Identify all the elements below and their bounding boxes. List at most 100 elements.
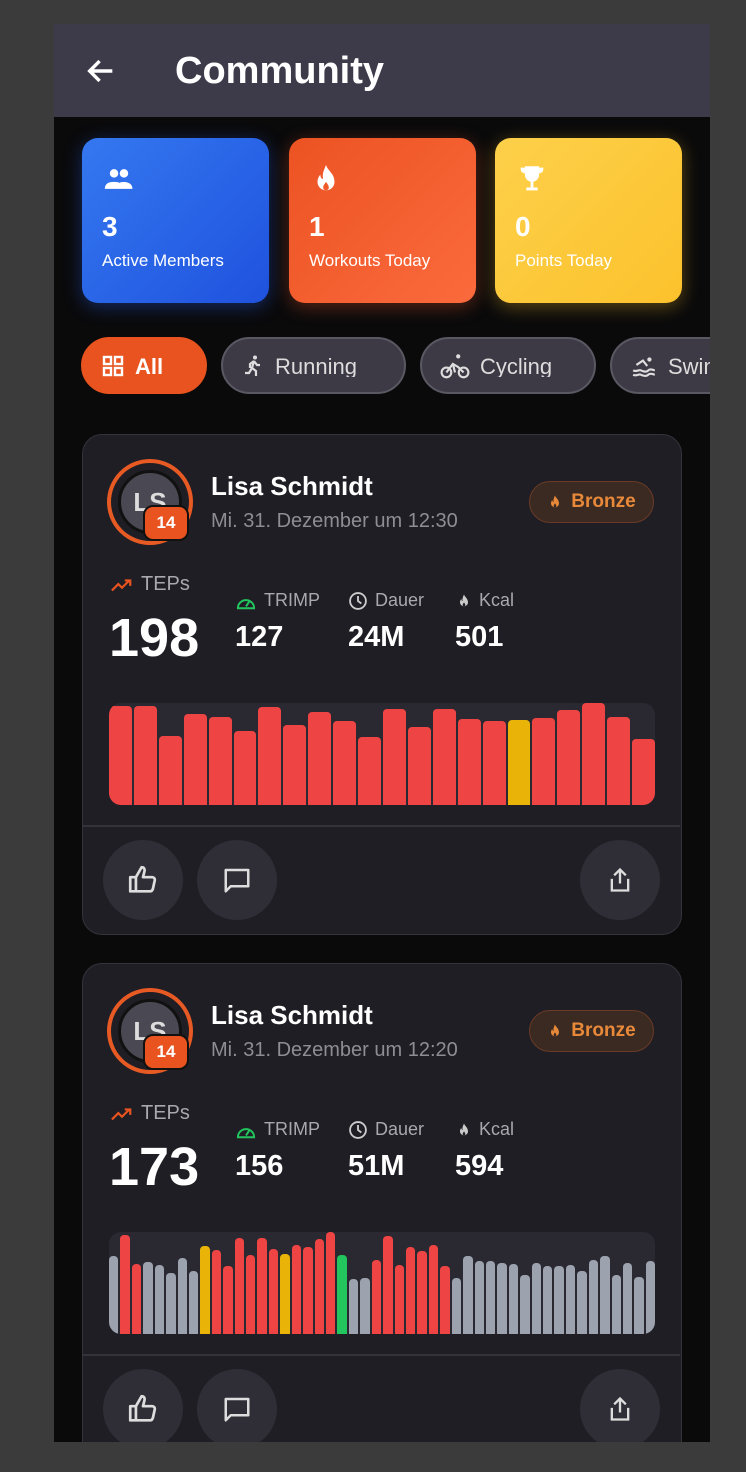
share-icon [610, 1396, 630, 1421]
teps-label: TEPs [111, 1102, 190, 1125]
chart-bar [109, 706, 132, 805]
like-button[interactable] [103, 1369, 183, 1442]
trending-up-icon [111, 1107, 132, 1120]
share-icon [610, 867, 630, 892]
arrow-left-icon [87, 59, 113, 83]
kcal-label: Kcal [456, 590, 514, 611]
chart-bar [268, 1249, 279, 1334]
chart-bar [577, 1270, 587, 1334]
chart-bar [291, 1245, 302, 1334]
chart-bar [258, 707, 282, 805]
chart-bar [233, 730, 257, 805]
heart-rate-zone-chart [109, 1232, 655, 1334]
kcal-value: 501 [455, 621, 504, 653]
avatar[interactable]: LS 14 [107, 988, 193, 1074]
activity-card: LS 14 Lisa Schmidt Mi. 31. Dezember um 1… [82, 963, 682, 1442]
stat-card-points-today: 0 Points Today [495, 138, 682, 303]
tier-label: Bronze [571, 491, 636, 512]
stat-label: Workouts Today [309, 251, 431, 270]
chart-bar [200, 1246, 210, 1334]
chart-bar [333, 721, 357, 805]
chart-bar [440, 1265, 450, 1334]
chart-bar [360, 1277, 370, 1334]
speedometer-icon [236, 1127, 256, 1138]
post-date: Mi. 31. Dezember um 12:20 [211, 1039, 458, 1061]
trimp-label-text: TRIMP [264, 590, 320, 610]
activity-card: LS 14 Lisa Schmidt Mi. 31. Dezember um 1… [82, 434, 682, 935]
cyclist-icon [440, 353, 470, 378]
header: Community [54, 24, 710, 117]
chip-label: Swimming [668, 354, 710, 377]
runner-icon [245, 355, 260, 376]
chart-bar [246, 1255, 256, 1334]
teps-value: 198 [109, 608, 200, 668]
user-name[interactable]: Lisa Schmidt [211, 1000, 373, 1030]
level-badge: 14 [143, 505, 189, 541]
chart-bar [131, 1263, 142, 1334]
comment-icon [224, 1397, 250, 1422]
stat-label: Points Today [515, 251, 613, 270]
stat-value: 3 [102, 211, 118, 242]
chart-bar [208, 717, 232, 805]
clock-icon [349, 591, 367, 610]
chart-bar [348, 1278, 359, 1334]
stat-card-active-members: 3 Active Members [82, 138, 269, 303]
chip-label: Cycling [480, 354, 553, 377]
chart-bar [417, 1251, 427, 1334]
chart-bar [143, 1261, 153, 1334]
duration-value: 51M [348, 1150, 405, 1182]
trimp-value: 127 [235, 621, 284, 653]
stat-value: 1 [309, 211, 325, 242]
thumbs-up-icon [128, 1394, 157, 1422]
chart-bar [457, 719, 481, 805]
chart-bar [183, 714, 207, 805]
filter-chip-swimming[interactable]: Swimming [610, 337, 710, 394]
chart-bar [531, 1262, 542, 1334]
teps-value: 173 [109, 1137, 200, 1197]
like-button[interactable] [103, 840, 183, 920]
chart-bar [428, 1245, 439, 1334]
stat-card-workouts-today: 1 Workouts Today [289, 138, 476, 303]
chart-bar [607, 717, 631, 805]
comment-button[interactable] [197, 840, 277, 920]
chart-bar [120, 1235, 130, 1334]
swimmer-icon [632, 356, 656, 377]
filter-chip-all[interactable]: All [81, 337, 207, 394]
chart-bar [507, 720, 531, 805]
chart-bar [600, 1256, 610, 1334]
trending-up-icon [111, 578, 132, 591]
chart-bar [451, 1277, 462, 1334]
chart-bar [383, 1236, 393, 1334]
chart-bar [532, 718, 556, 805]
chart-bar [485, 1260, 496, 1334]
user-name[interactable]: Lisa Schmidt [211, 471, 373, 501]
filter-chip-cycling[interactable]: Cycling [420, 337, 596, 394]
tier-badge: Bronze [529, 481, 654, 523]
chart-bar [211, 1250, 222, 1334]
clock-icon [349, 1120, 367, 1139]
chart-bar [407, 727, 431, 805]
trimp-value: 156 [235, 1150, 284, 1182]
app-screen: Community 3 Active Members 1 Workouts To… [54, 24, 710, 1442]
back-button[interactable] [84, 54, 118, 88]
teps-label-text: TEPs [141, 573, 190, 595]
comment-button[interactable] [197, 1369, 277, 1442]
fire-icon [460, 1122, 468, 1135]
chart-bar [394, 1264, 404, 1334]
trimp-label: TRIMP [235, 590, 320, 611]
duration-label-text: Dauer [375, 1119, 425, 1139]
share-button[interactable] [580, 1369, 660, 1442]
avatar[interactable]: LS 14 [107, 459, 193, 545]
group-icon [104, 169, 133, 189]
kcal-label-text: Kcal [479, 1119, 515, 1139]
trimp-label-text: TRIMP [264, 1119, 320, 1139]
chart-bar [554, 1265, 564, 1334]
chart-bar [634, 1276, 644, 1334]
divider [83, 825, 680, 827]
chart-bar [257, 1238, 267, 1334]
fire-icon [460, 593, 468, 606]
filter-chip-running[interactable]: Running [221, 337, 406, 394]
chart-bar [632, 738, 655, 805]
share-button[interactable] [580, 840, 660, 920]
chart-bar [283, 725, 307, 805]
